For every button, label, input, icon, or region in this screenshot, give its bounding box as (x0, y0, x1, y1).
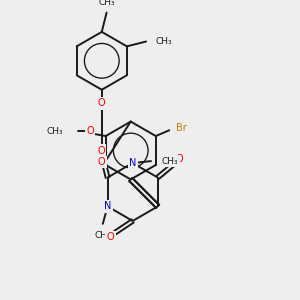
Text: N: N (104, 201, 111, 212)
Text: CH₃: CH₃ (94, 231, 111, 240)
Text: Br: Br (176, 123, 187, 133)
Text: CH₃: CH₃ (156, 37, 172, 46)
Text: O: O (86, 126, 94, 136)
Text: O: O (98, 98, 106, 108)
Text: CH₃: CH₃ (98, 0, 115, 8)
Text: CH₃: CH₃ (46, 127, 63, 136)
Text: O: O (107, 232, 114, 242)
Text: O: O (175, 154, 183, 164)
Text: N: N (129, 158, 136, 168)
Text: CH₃: CH₃ (162, 157, 178, 166)
Text: O: O (97, 146, 105, 155)
Text: O: O (98, 157, 106, 167)
